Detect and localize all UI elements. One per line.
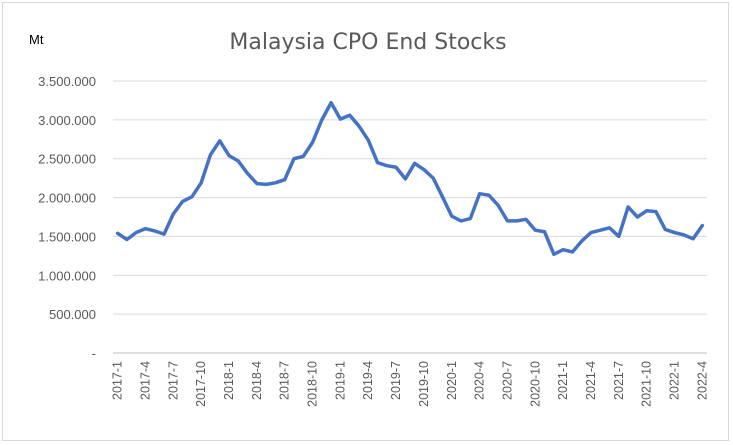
x-tick-label: 2020-1: [445, 361, 459, 400]
x-tick-label: 2019-7: [389, 361, 403, 400]
y-tick-label: 1.500.000: [38, 229, 96, 244]
x-tick-label: 2019-1: [333, 361, 347, 400]
x-tick-label: 2018-4: [250, 361, 264, 400]
x-tick-label: 2018-7: [278, 361, 292, 400]
y-tick-label: -: [92, 346, 96, 361]
unit-label: Mt: [29, 32, 44, 47]
chart-title: Malaysia CPO End Stocks: [229, 30, 506, 55]
series-layer: [115, 101, 705, 257]
x-tick-label: 2021-10: [640, 361, 654, 407]
x-tick-label: 2019-4: [361, 361, 375, 400]
y-tick-label: 500.000: [49, 307, 96, 322]
y-tick-label: 2.500.000: [38, 152, 96, 167]
x-tick-label: 2017-4: [138, 361, 152, 400]
x-tick-label: 2022-4: [695, 361, 709, 400]
x-tick-label: 2020-7: [500, 361, 514, 400]
y-tick-label: 3.500.000: [38, 74, 96, 89]
x-tick-label: 2021-1: [556, 361, 570, 400]
gridlines: [113, 80, 707, 315]
x-tick-label: 2021-7: [612, 361, 626, 400]
x-tick-label: 2019-10: [417, 361, 431, 407]
y-tick-label: 3.000.000: [38, 113, 96, 128]
y-tick-label: 2.000.000: [38, 191, 96, 206]
x-tick-label: 2021-4: [584, 361, 598, 400]
x-axis-ticks: 2017-1 2017-4 2017-7 2017-10 2018-1 2018-4 201…: [111, 361, 710, 407]
chart-area: [2, 2, 729, 441]
y-axis-ticks: - 500.000 1.000.000 1.500.000 2.000.000 2.500…: [38, 74, 96, 361]
x-tick-label: 2018-1: [222, 361, 236, 400]
x-tick-label: 2017-1: [111, 361, 125, 400]
x-tick-label: 2018-10: [306, 361, 320, 407]
x-tick-label: 2017-7: [166, 361, 180, 400]
series-line-0: [115, 101, 705, 257]
x-tick-label: 2017-10: [194, 361, 208, 407]
x-tick-label: 2020-4: [473, 361, 487, 400]
x-tick-label: 2022-1: [668, 361, 682, 400]
x-tick-label: 2020-10: [528, 361, 542, 407]
y-tick-label: 1.000.000: [38, 268, 96, 283]
